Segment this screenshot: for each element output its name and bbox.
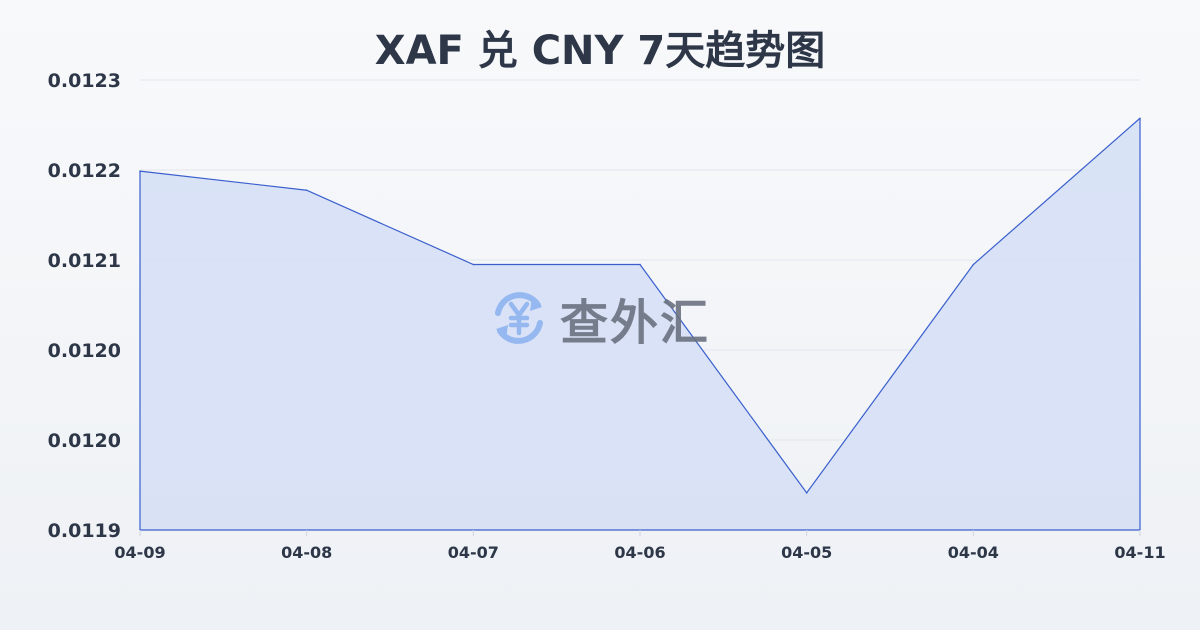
x-tick-label: 04-08 — [281, 543, 332, 562]
y-tick-label: 0.0120 — [48, 430, 121, 452]
area-fill — [140, 118, 1140, 530]
x-tick-label: 04-09 — [114, 543, 165, 562]
data-point — [972, 263, 975, 266]
x-tick-label: 04-04 — [948, 543, 999, 562]
x-tick-label: 04-06 — [614, 543, 665, 562]
data-point — [805, 492, 808, 494]
chart-title: XAF 兑 CNY 7天趋势图 — [374, 28, 826, 74]
x-tick-label: 04-05 — [781, 543, 832, 562]
data-point — [639, 263, 641, 266]
y-tick-label: 0.0121 — [48, 250, 121, 272]
x-tick-label: 04-11 — [1114, 543, 1165, 562]
data-point — [139, 170, 141, 172]
data-point — [305, 189, 308, 192]
x-tick-label: 04-07 — [448, 543, 499, 562]
y-tick-label: 0.0119 — [48, 520, 121, 542]
watermark-text: 查外汇 — [560, 295, 711, 351]
data-point — [1139, 117, 1141, 120]
yen-exchange-icon — [495, 292, 543, 344]
watermark: 查外汇 — [488, 283, 710, 353]
data-point — [472, 263, 475, 266]
y-tick-label: 0.0123 — [48, 70, 121, 92]
y-tick-label: 0.0122 — [48, 160, 121, 182]
y-tick-label: 0.0120 — [48, 340, 121, 362]
